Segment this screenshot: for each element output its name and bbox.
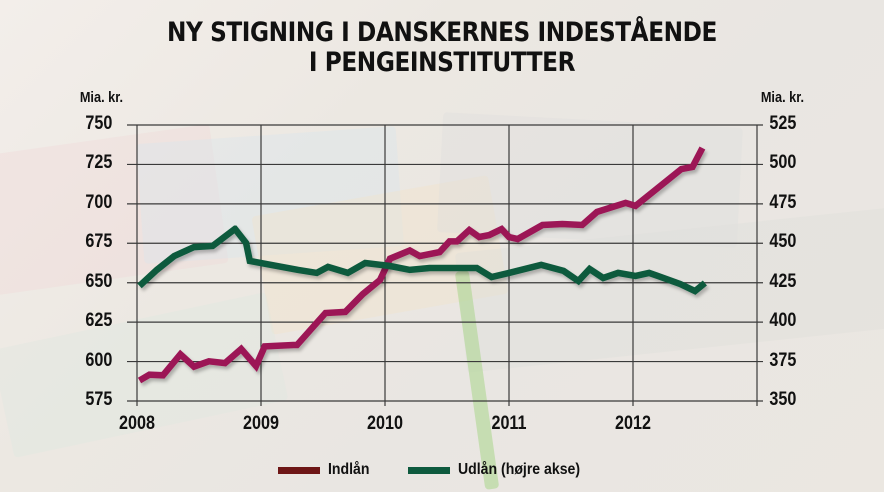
- left-y-tick: 625: [85, 310, 113, 332]
- x-tick: 2011: [491, 413, 527, 434]
- x-tick: 2008: [119, 413, 155, 434]
- x-tick: 2012: [615, 413, 651, 434]
- left-y-tick: 575: [85, 389, 113, 410]
- indlan-line: [137, 146, 706, 384]
- left-y-tick: 700: [85, 191, 113, 213]
- x-tick: 2009: [243, 413, 279, 434]
- right-y-tick: 500: [769, 152, 797, 174]
- left-y-tick: 600: [85, 349, 113, 371]
- right-y-tick: 375: [769, 349, 797, 371]
- left-y-tick: 725: [85, 152, 113, 174]
- udlan-line: [137, 224, 707, 295]
- right-axis-unit: Mia. kr.: [760, 89, 805, 106]
- x-tick: 2010: [367, 413, 403, 434]
- left-y-tick: 650: [85, 270, 113, 292]
- gridlines: [127, 124, 763, 406]
- left-y-tick: 750: [85, 113, 113, 134]
- right-y-tick: 525: [769, 113, 797, 134]
- chart-title: NY STIGNING I DANSKERNES INDESTÅENDE I P…: [62, 18, 822, 78]
- legend-item-indlan: Indlån: [278, 461, 375, 479]
- left-axis-unit: Mia. kr.: [79, 89, 124, 106]
- chart-title-line-2: I PENGEINSTITUTTER: [308, 47, 576, 78]
- left-y-tick: 675: [85, 231, 113, 253]
- right-y-tick: 425: [769, 270, 797, 292]
- right-y-tick: 475: [769, 191, 797, 213]
- right-y-tick: 400: [769, 310, 797, 332]
- legend-item-udlan: Udlån (højre akse): [408, 461, 597, 479]
- right-y-tick: 350: [769, 389, 797, 410]
- legend-label-indlan: Indlån: [328, 461, 370, 478]
- right-y-tick: 450: [769, 231, 797, 253]
- legend-swatch-udlan: [408, 466, 450, 474]
- legend-swatch-indlan: [278, 466, 320, 474]
- legend-label-udlan: Udlån (højre akse): [458, 461, 581, 478]
- chart-title-line-1: NY STIGNING I DANSKERNES INDESTÅENDE: [167, 17, 717, 48]
- data-lines: [137, 146, 707, 384]
